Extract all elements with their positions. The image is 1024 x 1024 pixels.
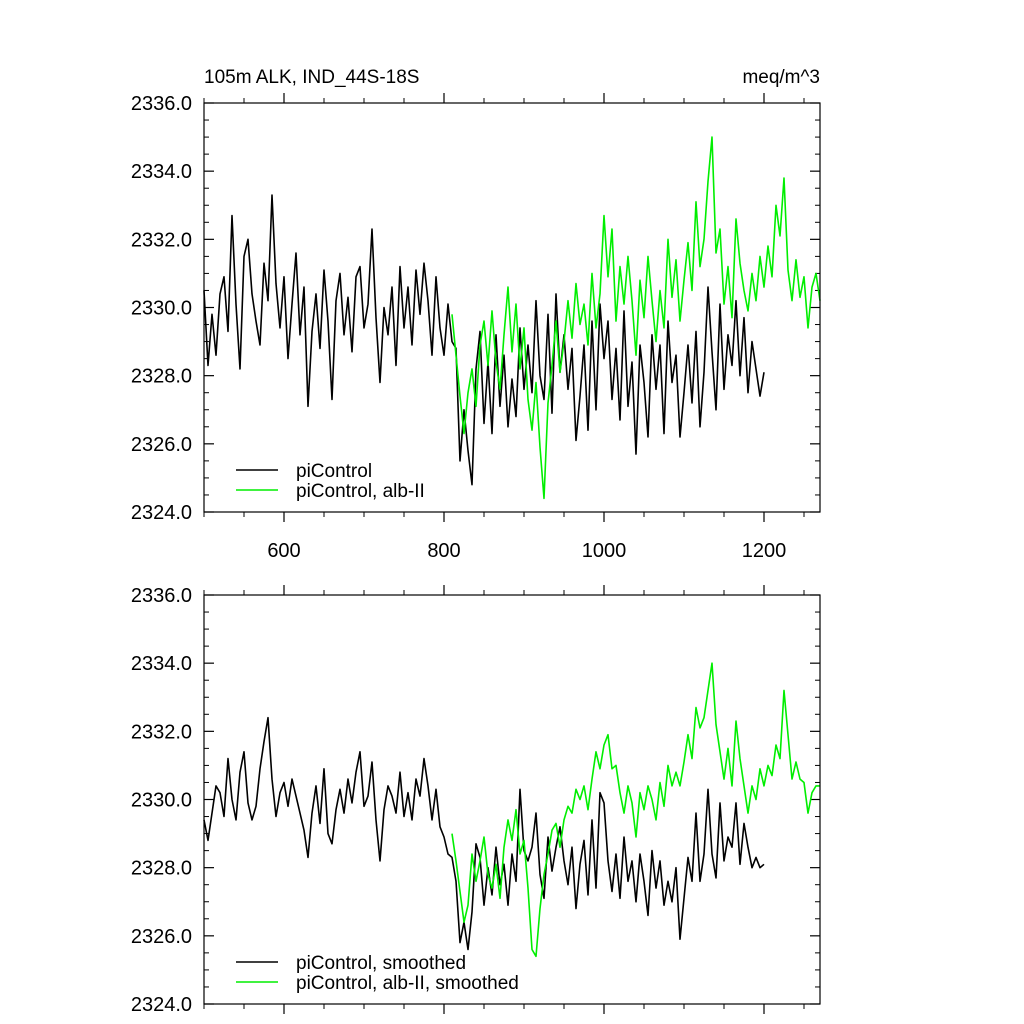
bottom-y-tick-label: 2334.0 [131,653,192,675]
bottom-y-tick-label: 2330.0 [131,790,192,812]
top-x-tick-label: 1200 [742,540,787,562]
top-x-tick-label: 1000 [582,540,627,562]
top-x-tick-label: 800 [427,540,460,562]
top-panel: 105m ALK, IND_44S-18S meq/m^3 2324.0 2326… [131,67,821,562]
top-legend-label-1: piControl, alb-II [296,481,425,502]
top-y-tick-label: 2328.0 [131,366,192,388]
top-y-tick-label: 2330.0 [131,298,192,320]
bottom-panel: 2324.0 2326.0 2328.0 2330.0 2332.0 2334.0 2336… [131,585,821,1016]
bottom-legend-label-1: piControl, alb-II, smoothed [296,973,519,994]
top-legend-label-0: piControl [296,461,372,482]
top-x-tick-label: 600 [267,540,300,562]
bottom-axis-ticks: 2324.0 2326.0 2328.0 2330.0 2332.0 2334.0 2336… [131,585,820,1016]
top-y-tick-label: 2334.0 [131,161,192,183]
chart-units: meq/m^3 [742,67,820,88]
bottom-y-tick-label: 2332.0 [131,721,192,743]
bottom-legend-label-0: piControl, smoothed [296,953,466,974]
top-series-lines [203,136,821,500]
top-series-line-1 [451,136,821,500]
bottom-y-tick-label: 2326.0 [131,926,192,948]
bottom-y-tick-label: 2328.0 [131,858,192,880]
top-y-tick-label: 2332.0 [131,229,192,251]
bottom-plot-frame [203,594,821,1005]
bottom-y-tick-label: 2324.0 [131,994,192,1016]
top-series-line-0 [203,194,765,486]
bottom-series-line-1 [451,662,820,958]
bottom-y-tick-label: 2336.0 [131,585,192,607]
top-axis-ticks: 2324.0 2326.0 2328.0 2330.0 2332.0 2334.0 2336… [131,93,820,562]
chart-title: 105m ALK, IND_44S-18S [204,67,419,88]
bottom-series-line-0 [203,716,765,951]
top-plot-frame [203,102,821,513]
bottom-series-lines [203,662,820,958]
top-y-tick-label: 2326.0 [131,434,192,456]
top-y-tick-label: 2336.0 [131,93,192,115]
top-y-tick-label: 2324.0 [131,502,192,524]
